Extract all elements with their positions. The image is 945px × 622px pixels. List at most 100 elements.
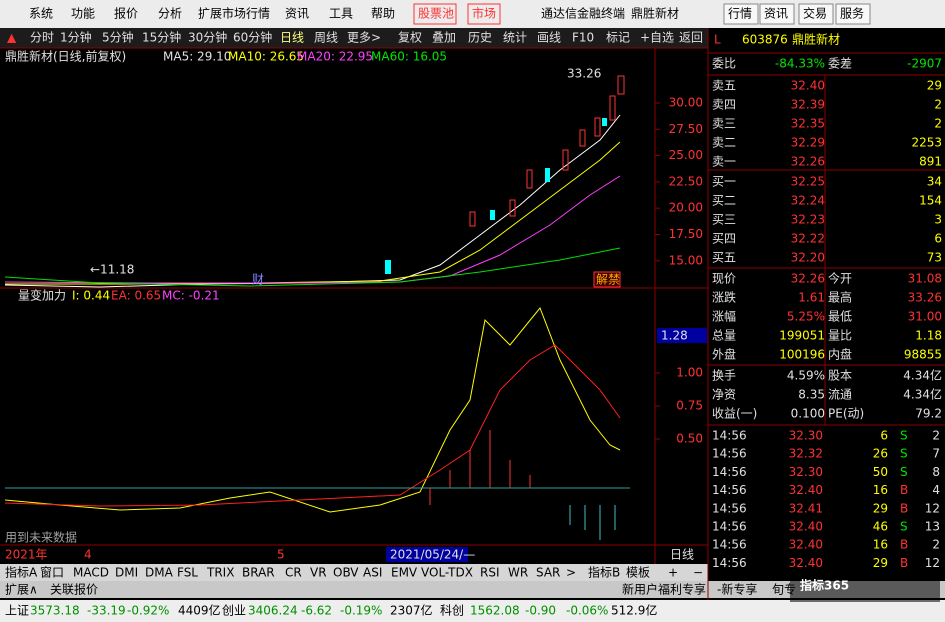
sub-tab[interactable]: -新专享 [717,582,757,597]
menu-highlight [413,3,457,25]
menu-item[interactable]: 扩展市场行情 [198,6,270,21]
stat-value: 31.00 [908,310,942,324]
toolbar-item[interactable]: 返回 [679,31,703,45]
status-item: 3406.24 [248,604,298,618]
toolbar-item[interactable]: 标记 [606,31,630,45]
tab[interactable]: FSL [177,566,198,580]
tab[interactable]: MACD [73,566,109,580]
toolbar-item[interactable]: 统计 [503,31,527,45]
tab[interactable]: RSI [480,566,500,580]
tab[interactable]: TRIX [206,566,234,580]
tab[interactable]: CR [285,566,302,580]
cursor-date-frame [386,547,468,562]
time-label: 2021/05/24/— [390,548,475,562]
tab[interactable]: > [566,566,576,580]
current-frame [657,328,707,344]
menu-item[interactable]: 系统 [29,7,53,21]
y-tick-label: 27.50 [669,122,703,136]
trade-side: B [900,501,908,515]
stat-label: 涨跌 [712,290,736,305]
toolbar-item[interactable]: +自选 [640,31,674,45]
menu-button-frame [835,3,871,25]
menu-button[interactable]: 资讯 [764,7,788,21]
y-tick-label: 22.50 [669,174,703,188]
trade-volume: 16 [873,483,888,497]
stat-value: 100196 [779,348,825,362]
tab[interactable]: OBV [333,566,359,580]
fund-label: 股本 [828,369,852,383]
status-item: 1562.08 [470,604,520,618]
book-price: 32.24 [791,194,825,208]
toolbar-item[interactable]: 复权 [398,31,422,45]
tab[interactable]: VR [310,566,327,580]
tab[interactable]: VOL-TDX [421,566,473,580]
tab[interactable]: SAR [536,566,560,580]
menu-item[interactable]: 分析 [158,7,182,21]
tab[interactable]: 窗口 [40,566,64,580]
menu-item[interactable]: 功能 [71,7,95,21]
book-label: 买二 [712,194,736,208]
tab[interactable]: WR [508,566,528,580]
quote-name: 鼎胜新材 [792,32,840,47]
toolbar-item[interactable]: 周线 [314,31,338,45]
sub-tab[interactable]: 关联报价 [50,582,98,597]
menu-item[interactable]: 工具 [329,7,353,21]
menu-item[interactable]: 帮助 [371,7,395,21]
tab[interactable]: ASI [363,566,382,580]
tab[interactable]: EMV [391,566,418,580]
toolbar-item[interactable]: 60分钟 [233,30,272,45]
book-volume: 73 [927,251,942,265]
book-volume: 6 [934,232,942,246]
menu-button[interactable]: 行情 [728,7,752,21]
tab[interactable]: 指标B [588,565,620,580]
toolbar-item[interactable]: 1分钟 [60,30,92,45]
toolbar-item[interactable]: 5分钟 [102,30,134,45]
toolbar-item[interactable]: 历史 [468,31,492,45]
toolbar-item[interactable]: 分时 [30,31,54,45]
ma-label: MA20: 22.95 [297,50,373,64]
tab[interactable]: DMA [145,566,174,580]
trade-count: 2 [932,429,940,443]
menu-item[interactable]: 股票池 [418,7,454,21]
time-label: 日线 [670,548,694,562]
sub-tab[interactable]: 新用户福利专享 [622,582,706,597]
menu-item[interactable]: 市场 [472,6,496,21]
menu-button-frame [759,3,795,25]
menu-item[interactable]: 报价 [114,6,138,21]
book-label: 买四 [712,232,736,246]
trade-side: S [900,447,908,461]
sub-tab[interactable]: 扩展∧ [5,583,38,597]
y-tick-label: 1.00 [676,366,703,380]
time-label: 2021年 [5,548,48,562]
toolbar-item[interactable]: 15分钟 [142,30,181,45]
menu-button[interactable]: 交易 [803,6,827,21]
tab[interactable]: BRAR [242,566,275,580]
tab[interactable]: 指标A [5,565,38,580]
toolbar-item[interactable]: 更多> [347,31,381,45]
toolbar-item[interactable]: 叠加 [432,31,456,45]
toolbar-item[interactable]: F10 [572,31,594,45]
trade-volume: 26 [873,447,888,461]
watermark: 指标365 [800,578,849,593]
status-item: -0.90 [525,604,556,618]
tab[interactable]: + [668,566,678,580]
trade-side: B [900,538,908,552]
stat-label: 最低 [828,310,852,324]
quote-label: 委差 [828,57,852,71]
tab[interactable]: DMI [115,566,138,580]
tab[interactable]: − [693,566,703,580]
stat-value: 199051 [779,329,825,343]
toolbar-item[interactable]: 画线 [537,31,561,45]
trade-time: 14:56 [712,465,747,479]
indicator-value: I: 0.44 [72,289,110,303]
toolbar-item[interactable]: 30分钟 [188,30,227,45]
indicator-value: MC: -0.21 [162,289,220,303]
tab[interactable]: 模板 [626,566,650,580]
menu-button[interactable]: 服务 [840,6,864,21]
indicator-value: EA: 0.65 [111,289,161,303]
menu-item[interactable]: 资讯 [285,7,309,21]
y-tick-label: 30.00 [669,96,703,110]
toolbar-item[interactable]: 日线 [280,31,304,45]
book-volume: 29 [927,79,942,93]
